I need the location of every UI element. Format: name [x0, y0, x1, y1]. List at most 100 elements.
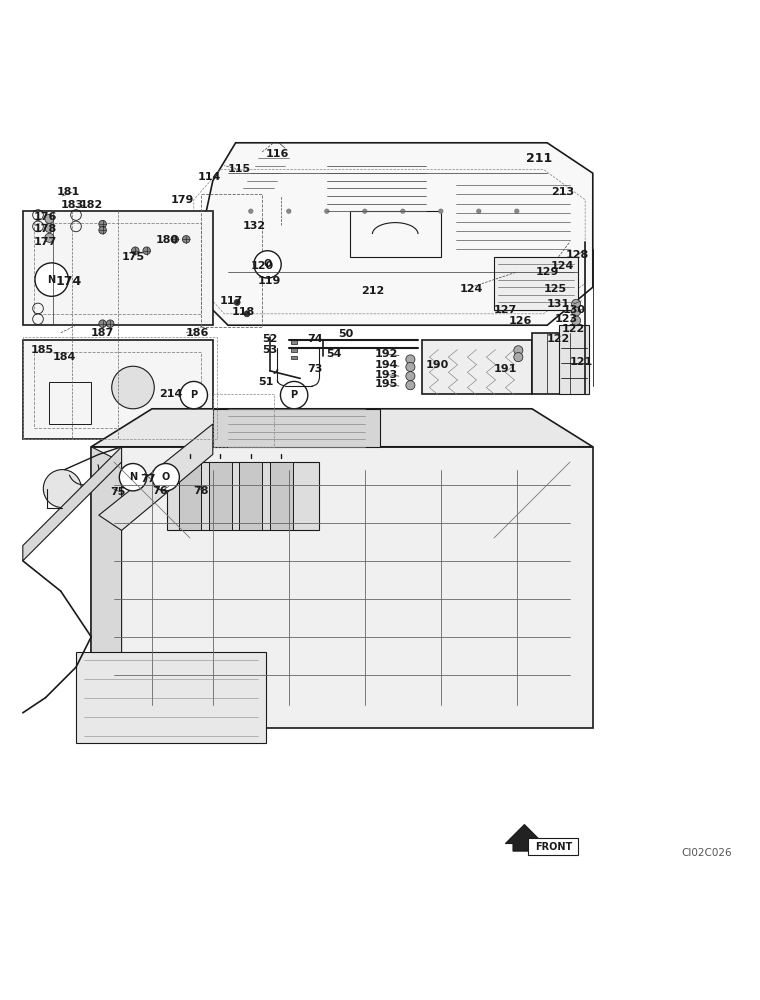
Text: 212: 212 [361, 286, 384, 296]
Text: 214: 214 [160, 389, 182, 399]
Polygon shape [559, 325, 589, 394]
Text: 181: 181 [57, 187, 80, 197]
Text: 131: 131 [547, 299, 570, 309]
Text: P: P [190, 390, 198, 400]
Text: 179: 179 [171, 195, 194, 205]
Bar [213, 394, 274, 447]
Text: 132: 132 [243, 221, 266, 231]
Polygon shape [494, 257, 578, 310]
Circle shape [99, 320, 106, 327]
Text: 122: 122 [547, 334, 570, 344]
Text: P: P [290, 390, 298, 400]
Text: 176: 176 [34, 212, 57, 222]
Circle shape [572, 299, 581, 308]
Text: 75: 75 [110, 487, 125, 497]
Text: FRONT: FRONT [534, 842, 572, 852]
Circle shape [119, 464, 147, 491]
Bar [23, 337, 217, 439]
Text: 195: 195 [375, 379, 397, 389]
Text: O: O [264, 259, 271, 269]
Circle shape [406, 362, 415, 372]
Circle shape [43, 470, 81, 508]
Text: 194: 194 [375, 360, 397, 370]
Text: 50: 50 [338, 329, 353, 339]
Text: 187: 187 [91, 328, 114, 338]
Text: 52: 52 [262, 334, 277, 344]
Circle shape [477, 209, 481, 213]
Text: 183: 183 [61, 200, 84, 210]
Text: 122: 122 [562, 324, 585, 334]
Polygon shape [213, 409, 380, 447]
Circle shape [572, 325, 581, 334]
Circle shape [234, 299, 240, 305]
Text: O: O [162, 472, 169, 482]
Bar [291, 356, 297, 359]
Text: 193: 193 [375, 370, 397, 380]
Text: 130: 130 [562, 305, 585, 315]
Text: 51: 51 [258, 377, 274, 387]
Text: N: N [129, 472, 137, 482]
Circle shape [249, 209, 253, 213]
Bar [350, 211, 441, 257]
Circle shape [99, 226, 106, 234]
Text: 175: 175 [122, 252, 144, 262]
Text: CI02C026: CI02C026 [682, 848, 732, 858]
Bar [49, 382, 91, 424]
Text: 213: 213 [551, 187, 574, 197]
Bar [291, 348, 297, 352]
Circle shape [171, 236, 179, 243]
Polygon shape [99, 424, 213, 530]
Polygon shape [23, 340, 213, 439]
Circle shape [182, 236, 190, 243]
Circle shape [45, 214, 54, 223]
Circle shape [406, 355, 415, 364]
Text: 182: 182 [80, 200, 103, 210]
Text: 121: 121 [570, 357, 593, 367]
Text: 211: 211 [527, 152, 553, 165]
Text: 190: 190 [426, 360, 448, 370]
Polygon shape [91, 447, 122, 743]
Polygon shape [209, 462, 232, 530]
Polygon shape [91, 409, 593, 447]
Text: 74: 74 [308, 334, 323, 344]
Circle shape [406, 381, 415, 390]
Circle shape [363, 209, 367, 213]
Text: 177: 177 [34, 237, 57, 247]
Text: 54: 54 [327, 349, 342, 359]
Text: 178: 178 [34, 224, 57, 234]
Bar [528, 838, 578, 855]
Polygon shape [167, 462, 319, 530]
Text: 115: 115 [228, 164, 251, 174]
Text: 78: 78 [194, 486, 209, 496]
Polygon shape [23, 211, 213, 325]
Circle shape [143, 247, 150, 255]
Text: 124: 124 [551, 261, 574, 271]
Text: 126: 126 [509, 316, 532, 326]
Text: 192: 192 [375, 349, 397, 359]
Circle shape [45, 233, 54, 242]
Text: 117: 117 [220, 296, 243, 306]
Circle shape [35, 263, 68, 296]
Text: N: N [48, 275, 55, 285]
Text: 77: 77 [141, 474, 156, 484]
Text: 116: 116 [266, 149, 289, 159]
Polygon shape [505, 825, 543, 851]
Text: 123: 123 [555, 314, 578, 324]
Text: 76: 76 [152, 486, 167, 496]
Circle shape [180, 381, 207, 409]
Text: 127: 127 [494, 305, 517, 315]
Polygon shape [532, 333, 585, 394]
Text: 186: 186 [186, 328, 209, 338]
Circle shape [106, 320, 114, 327]
Circle shape [406, 372, 415, 381]
Bar [34, 352, 201, 428]
Polygon shape [190, 143, 593, 325]
Polygon shape [270, 462, 293, 530]
Text: 128: 128 [566, 250, 589, 260]
Text: 191: 191 [494, 364, 517, 374]
Circle shape [287, 209, 291, 213]
Circle shape [572, 307, 581, 316]
Circle shape [439, 209, 443, 213]
Text: 73: 73 [308, 364, 323, 374]
Circle shape [280, 381, 308, 409]
